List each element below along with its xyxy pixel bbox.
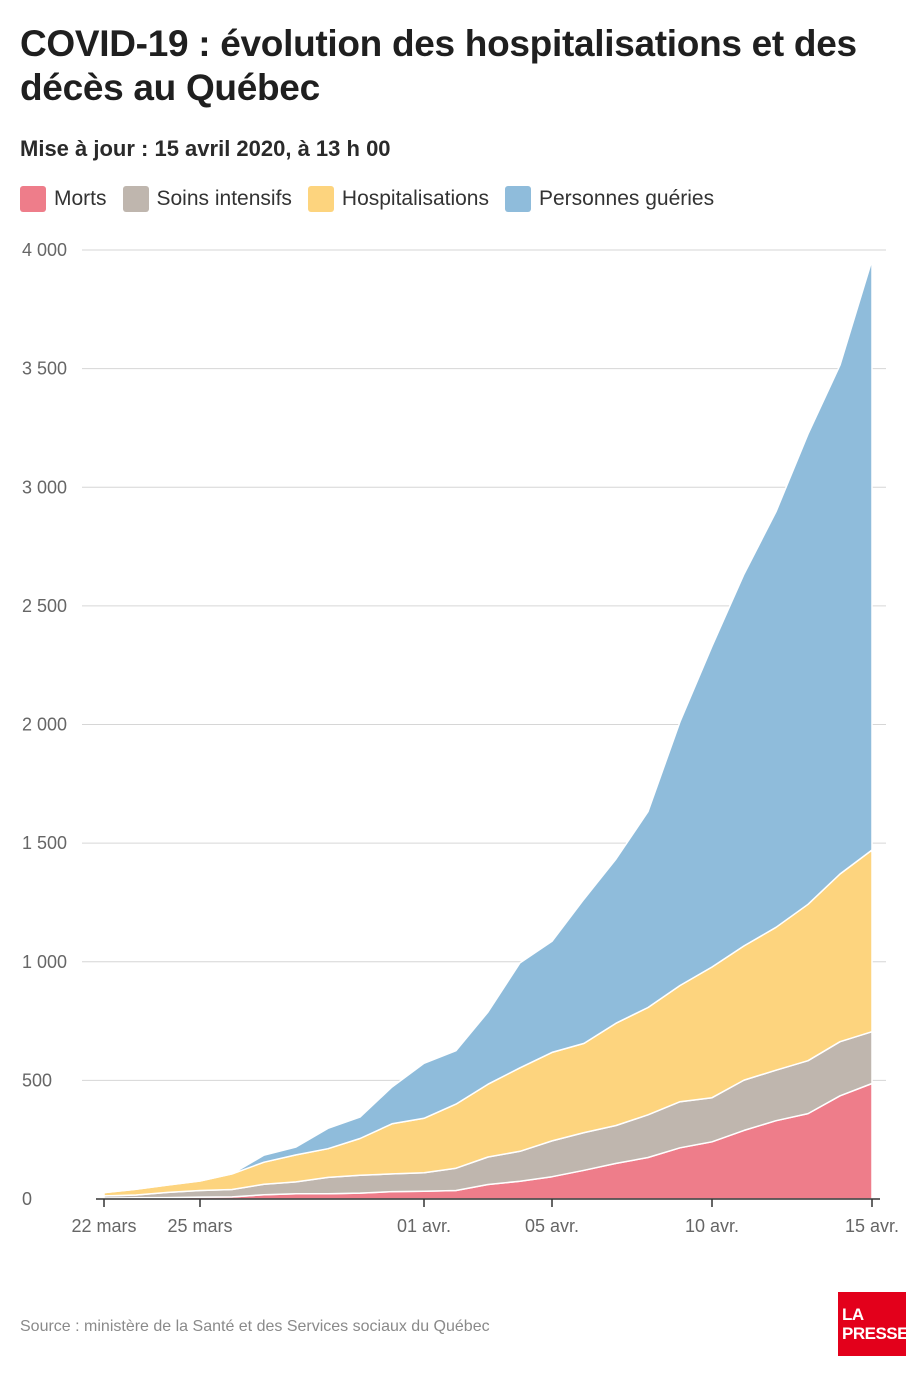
x-tick-label: 25 mars bbox=[167, 1216, 232, 1236]
update-timestamp: Mise à jour : 15 avril 2020, à 13 h 00 bbox=[20, 136, 391, 161]
y-tick-label: 0 bbox=[22, 1189, 32, 1209]
legend-swatch-soins-intensifs bbox=[122, 186, 149, 212]
legend-label-hospitalisations: Hospitalisations bbox=[341, 187, 489, 210]
x-tick-label: 10 avr. bbox=[685, 1216, 739, 1236]
y-tick-label: 3 000 bbox=[22, 477, 67, 497]
y-tick-label: 1 000 bbox=[22, 952, 67, 972]
legend-item-hospitalisations: Hospitalisations bbox=[307, 186, 489, 212]
y-tick-label: 500 bbox=[22, 1070, 52, 1090]
chart-title: COVID-19 : évolution des hospitalisation… bbox=[20, 23, 857, 108]
chart-legend: Morts Soins intensifs Hospitalisations P… bbox=[20, 186, 730, 212]
y-tick-label: 1 500 bbox=[22, 833, 67, 853]
legend-label-morts: Morts bbox=[54, 187, 107, 210]
y-tick-label: 2 000 bbox=[22, 715, 67, 735]
x-tick-label: 05 avr. bbox=[525, 1216, 579, 1236]
la-presse-logo: LA PRESSE bbox=[838, 1292, 908, 1356]
x-tick-label: 01 avr. bbox=[397, 1216, 451, 1236]
logo-line-1: LA bbox=[842, 1305, 864, 1324]
source-note: Source : ministère de la Santé et des Se… bbox=[20, 1318, 490, 1335]
y-tick-label: 4 000 bbox=[22, 240, 67, 260]
stacked-area-chart: 0 500 1 000 1 500 2 000 2 500 3 000 3 500 4 000 2… bbox=[22, 240, 899, 1236]
x-tick-label: 15 avr. bbox=[845, 1216, 899, 1236]
area-personnes-gueries bbox=[103, 259, 873, 1194]
legend-label-personnes-gueries: Personnes guéries bbox=[538, 187, 715, 210]
legend-item-morts: Morts bbox=[20, 186, 107, 212]
legend-swatch-morts bbox=[20, 186, 46, 212]
legend-label-soins-intensifs: Soins intensifs bbox=[156, 187, 292, 210]
legend-swatch-personnes-gueries bbox=[504, 186, 531, 212]
y-tick-label: 3 500 bbox=[22, 359, 67, 379]
logo-line-2: PRESSE bbox=[842, 1324, 908, 1343]
legend-swatch-hospitalisations bbox=[307, 186, 334, 212]
x-tick-label: 22 mars bbox=[71, 1216, 136, 1236]
legend-item-personnes-gueries: Personnes guéries bbox=[504, 186, 715, 212]
legend-item-soins-intensifs: Soins intensifs bbox=[122, 186, 292, 212]
y-tick-label: 2 500 bbox=[22, 596, 67, 616]
